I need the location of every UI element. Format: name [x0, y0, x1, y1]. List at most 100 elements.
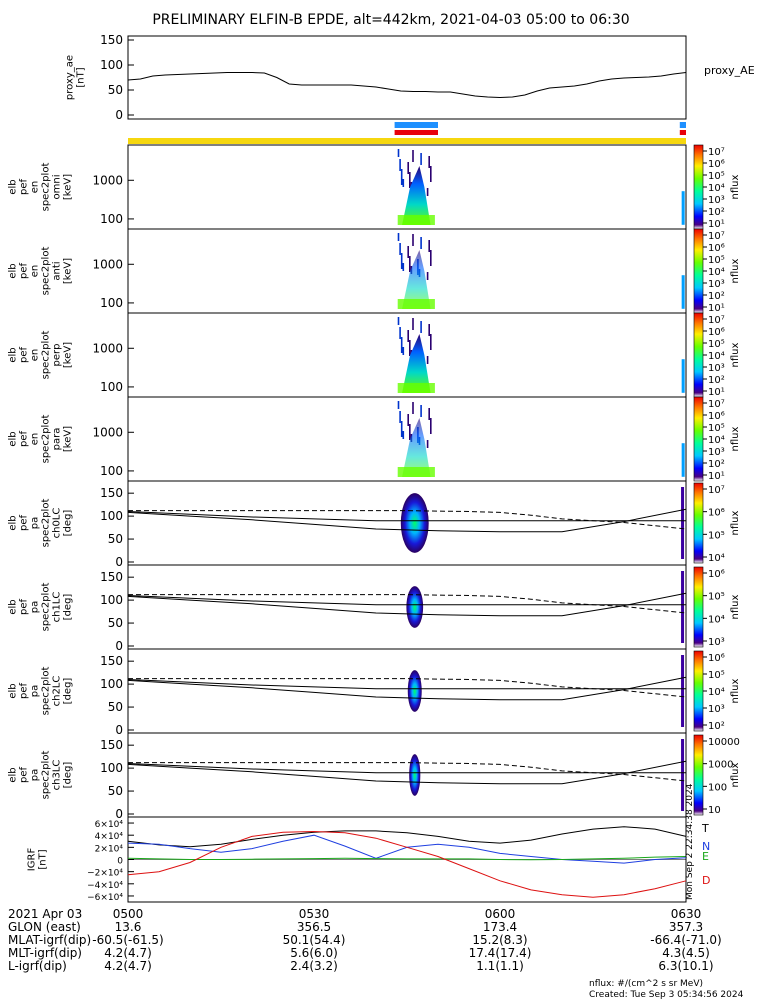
colorbar-tick-label: 10⁶	[708, 569, 725, 580]
spectrogram-pixel	[420, 405, 422, 417]
colorbar-tick-label: 10²	[708, 291, 725, 302]
footer-time: 0600	[485, 907, 516, 921]
spectrogram-low-energy	[397, 215, 435, 225]
spectrogram-pixel	[399, 243, 401, 255]
spectrogram-pixel	[397, 233, 400, 241]
spectrogram-pixel	[412, 318, 414, 330]
footer-value: 1.1(1.1)	[476, 959, 524, 973]
spectrogram-pixel	[430, 166, 432, 182]
ylabel-line: [keV]	[63, 258, 74, 284]
ylabel-line: [deg]	[63, 762, 74, 789]
footer-value: 6.3(10.1)	[658, 959, 713, 973]
colorbar-tick-label: 10⁷	[708, 147, 725, 158]
pitch-angle-ytick-label: 0	[115, 723, 123, 737]
colorbar-label: nflux	[730, 342, 741, 367]
pitch-angle-ytick-label: 150	[100, 486, 123, 500]
footer-row-label: MLT-igrf(dip)	[8, 946, 82, 960]
pitch-angle-frame	[127, 648, 687, 734]
spectrogram-pixel	[402, 179, 405, 187]
ae-frame	[127, 35, 687, 120]
ylabel-line: spec2plot	[41, 499, 52, 548]
spectrogram-ylabel: elb pef en spec2plot anti [keV]	[8, 247, 74, 296]
footer-value: -66.4(-71.0)	[650, 933, 721, 947]
pitch-angle-ylabel: elb pef pa spec2plot ch2LC [deg]	[8, 667, 74, 716]
ylabel-line: spec2plot	[41, 415, 52, 464]
footer-row-label: MLAT-igrf(dip)	[8, 933, 91, 947]
footer-value: 5.6(6.0)	[290, 946, 338, 960]
colorbar-strip	[693, 312, 704, 398]
footer-value: 2.4(3.2)	[290, 959, 338, 973]
loss-cone-line	[127, 679, 686, 690]
colorbar-tick-label: 10²	[708, 375, 725, 386]
perp-line	[128, 678, 687, 698]
spectrogram-pixel	[420, 321, 422, 333]
colorbar-label: nflux	[730, 258, 741, 283]
igrf-legend-n: N	[702, 840, 710, 853]
footer-value: 15.2(8.3)	[472, 933, 527, 947]
spectrogram-pixel	[399, 159, 401, 171]
ylabel-line: pef	[19, 683, 30, 700]
igrf-ytick-label: 2×10⁴	[95, 844, 124, 854]
footer-value: 356.5	[297, 920, 331, 934]
spectrogram-pixel	[430, 250, 432, 266]
spectrogram-low-energy	[397, 467, 435, 477]
ylabel-line: en	[30, 349, 41, 362]
perp-line	[128, 594, 687, 614]
spectrogram-pixel	[397, 149, 400, 157]
ylabel-line: pef	[19, 179, 30, 196]
sunlight-bar	[128, 138, 686, 144]
footer-value: 50.1(54.4)	[283, 933, 346, 947]
pitch-angle-flux	[407, 670, 422, 712]
colorbar-tick-label: 10⁶	[708, 653, 725, 664]
colorbar-label: nflux	[730, 510, 741, 535]
spectrogram-low-energy	[397, 299, 435, 309]
spectrogram-burst	[402, 418, 431, 477]
colorbar-label: nflux	[730, 594, 741, 619]
ylabel-line: spec2plot	[41, 667, 52, 716]
ylabel-line: IGRF	[27, 848, 38, 872]
colorbar-tick-label: 1000	[708, 760, 733, 771]
spectrogram-burst	[402, 250, 431, 309]
pitch-angle-ytick-label: 150	[100, 738, 123, 752]
spectrogram-pixel	[399, 411, 401, 423]
igrf-ytick-label: −4×10⁴	[87, 881, 123, 891]
ylabel-line: [keV]	[63, 174, 74, 200]
colorbar-tick-label: 10³	[708, 447, 725, 458]
spectrogram-edge	[681, 191, 685, 225]
pitch-angle-ytick-label: 50	[108, 532, 123, 546]
colorbar-label: nflux	[730, 426, 741, 451]
pitch-angle-panel: 150 100 50 0 elb pef pa spec2plot ch3LC [deg] 1000…	[8, 732, 741, 821]
footer-time: 0530	[299, 907, 330, 921]
spectrogram-ylabel: elb pef en spec2plot para [keV]	[8, 415, 74, 464]
colorbar-strip	[693, 734, 704, 816]
colorbar-label: nflux	[730, 678, 741, 703]
loss-cone-line	[127, 763, 686, 774]
anti-loss-cone-line	[127, 676, 687, 701]
ylabel-line: pef	[19, 515, 30, 532]
spectrogram-pixel	[426, 440, 429, 448]
pitch-angle-ylabel: elb pef pa spec2plot ch3LC [deg]	[8, 751, 74, 800]
ylabel-line: [nT]	[38, 849, 49, 869]
spectrogram-pixel	[426, 272, 429, 280]
spectrogram-pixel	[430, 334, 432, 350]
spectrogram-ytick-label: 100	[100, 212, 123, 226]
pitch-angle-ytick-label: 100	[100, 677, 123, 691]
figure-title: PRELIMINARY ELFIN-B EPDE, alt=442km, 202…	[152, 12, 629, 28]
pitch-angle-ylabel: elb pef pa spec2plot ch1LC [deg]	[8, 583, 74, 632]
colorbar-tick-label: 10²	[708, 721, 725, 732]
colorbar-strip	[693, 144, 704, 230]
ylabel-line: [keV]	[63, 426, 74, 452]
colorbar-tick-label: 10⁴	[708, 687, 725, 698]
colorbar-tick-label: 10⁷	[708, 485, 725, 496]
pitch-angle-ytick-label: 150	[100, 570, 123, 584]
spectrogram-edge	[681, 359, 685, 393]
footer-time: 0630	[671, 907, 702, 921]
colorbar-tick-label: 10¹	[708, 471, 725, 482]
igrf-ytick-label: 6×10⁴	[95, 820, 124, 830]
spectrogram-pixel	[402, 347, 405, 355]
